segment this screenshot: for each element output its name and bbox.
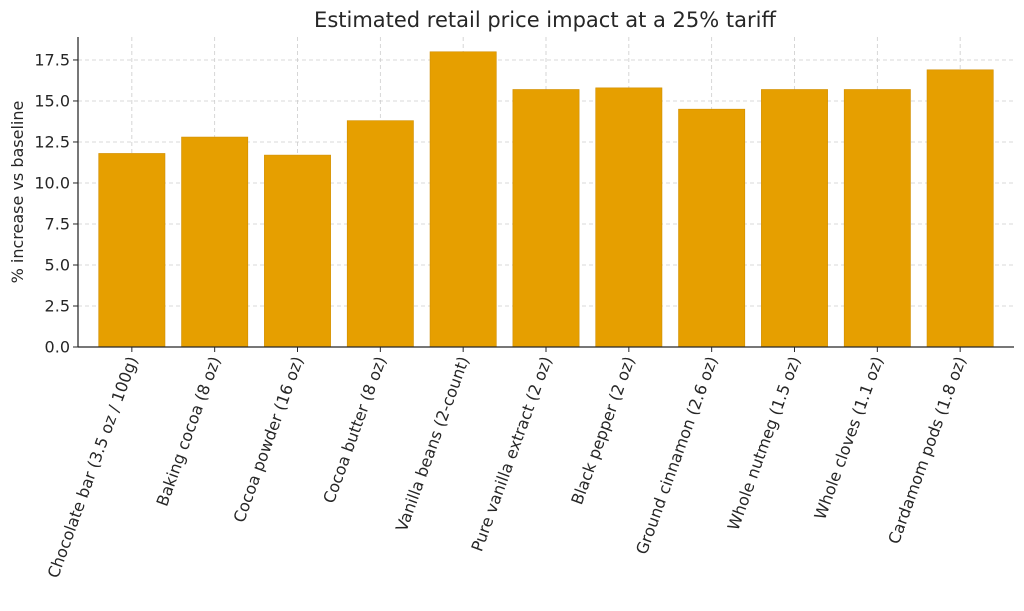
y-tick-label: 7.5 — [45, 214, 70, 233]
bar — [264, 154, 331, 348]
x-tick-label: Cardamom pods (1.8 oz) — [884, 354, 970, 547]
x-tick-label: Whole cloves (1.1 oz) — [810, 354, 887, 522]
chart-title: Estimated retail price impact at a 25% t… — [314, 8, 776, 32]
bar — [926, 69, 994, 348]
bar — [429, 51, 497, 348]
bar — [512, 89, 580, 348]
x-tick-label: Baking cocoa (8 oz) — [153, 354, 225, 509]
x-tick-label: Chocolate bar (3.5 oz / 100g) — [44, 354, 142, 581]
x-tick-label: Pure vanilla extract (2 oz) — [467, 354, 555, 554]
y-tick-label: 2.5 — [45, 296, 70, 315]
bar — [98, 153, 166, 348]
y-tick-label: 0.0 — [45, 338, 70, 357]
x-tick-label: Black pepper (2 oz) — [567, 354, 638, 507]
bar — [346, 120, 414, 348]
x-tick-label: Whole nutmeg (1.5 oz) — [724, 354, 805, 533]
y-ticks: 0.0 2.5 5.0 7.5 10.0 12.5 15.0 17.5 — [34, 50, 78, 357]
bar — [181, 136, 249, 348]
y-tick-label: 17.5 — [34, 50, 70, 69]
x-ticks: Chocolate bar (3.5 oz / 100g) Baking coco… — [44, 347, 970, 580]
bar — [843, 89, 911, 348]
x-tick-label: Cocoa powder (16 oz) — [229, 354, 307, 525]
y-tick-label: 15.0 — [34, 91, 70, 110]
bar — [761, 89, 828, 348]
bars — [98, 51, 994, 348]
y-tick-label: 5.0 — [45, 255, 70, 274]
x-tick-label: Vanilla beans (2-count) — [392, 354, 473, 534]
y-tick-label: 10.0 — [34, 173, 70, 192]
bar — [595, 87, 663, 348]
y-tick-label: 12.5 — [34, 132, 70, 151]
x-tick-label: Cocoa butter (8 oz) — [319, 354, 390, 506]
x-tick-label: Ground cinnamon (2.6 oz) — [632, 354, 721, 557]
bar — [678, 108, 746, 348]
y-axis-label: % increase vs baseline — [8, 101, 27, 284]
